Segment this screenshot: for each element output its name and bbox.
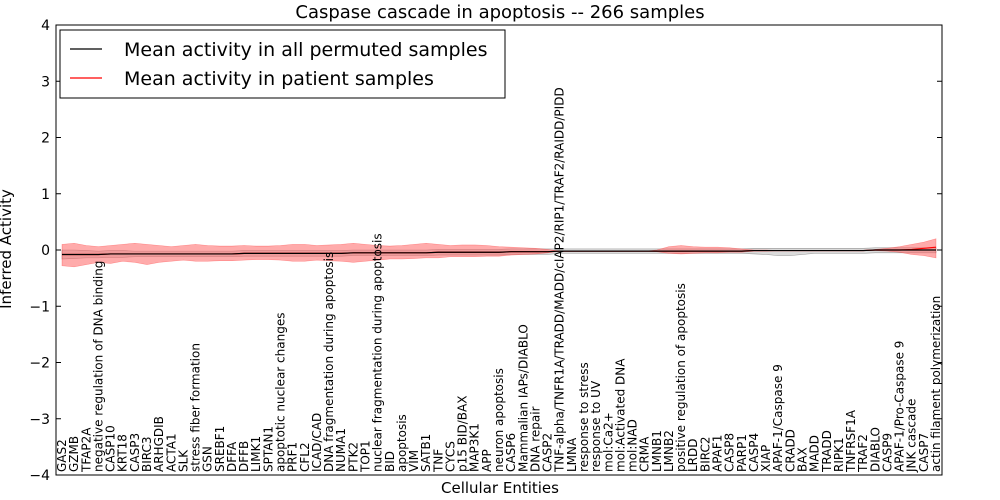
x-category-label: NUMA1 bbox=[334, 428, 348, 472]
y-tick-label: −1 bbox=[29, 299, 50, 315]
x-category-label: SATB1 bbox=[419, 434, 433, 472]
y-axis-title: Inferred Activity bbox=[0, 189, 15, 309]
x-category-label: ARHGDIB bbox=[152, 416, 166, 472]
x-category-label: CFL2 bbox=[298, 442, 312, 472]
x-category-label: TRADD bbox=[820, 430, 834, 473]
x-axis-title: Cellular Entities bbox=[441, 479, 559, 497]
x-category-label: response to UV bbox=[589, 380, 603, 472]
x-category-label: SLK bbox=[176, 449, 190, 472]
x-category-label: positive regulation of apoptosis bbox=[674, 283, 688, 472]
x-category-label: KRT18 bbox=[116, 434, 130, 472]
x-category-label: BIRC3 bbox=[140, 436, 154, 472]
x-category-label: LMNB2 bbox=[662, 430, 676, 472]
x-category-label: XIAP bbox=[759, 445, 773, 472]
x-category-label: APAF-1/Caspase 9 bbox=[771, 364, 785, 472]
y-tick-label: 2 bbox=[41, 131, 50, 147]
x-category-label: CASP8 bbox=[723, 433, 737, 472]
x-category-label: ICAD/CAD bbox=[310, 413, 324, 472]
x-category-label: CASP6 bbox=[504, 433, 518, 472]
y-tick-label: −2 bbox=[29, 356, 50, 372]
x-category-label: BAX bbox=[795, 447, 809, 472]
x-category-label: CYCS bbox=[443, 441, 457, 472]
x-category-label: APAF-1/Pro-Caspase 9 bbox=[893, 341, 907, 472]
x-category-label: APP bbox=[480, 449, 494, 472]
x-category-label: p15 BID/BAX bbox=[456, 396, 470, 472]
x-category-label: CASP4 bbox=[747, 433, 761, 472]
y-tick-label: 1 bbox=[41, 187, 50, 203]
y-tick-label: −3 bbox=[29, 412, 50, 428]
x-category-label: GZMB bbox=[67, 436, 81, 472]
chart-title: Caspase cascade in apoptosis -- 266 samp… bbox=[295, 2, 704, 23]
series-lines bbox=[62, 246, 937, 256]
x-category-label: TNF bbox=[431, 449, 445, 473]
y-tick-label: −4 bbox=[29, 468, 50, 484]
x-category-label: CRADD bbox=[783, 429, 797, 472]
x-category-label: SPTAN1 bbox=[261, 426, 275, 472]
x-category-label: CASP10 bbox=[104, 425, 118, 472]
x-category-label: neuron apoptosis bbox=[492, 368, 506, 472]
x-category-label: MAP3K1 bbox=[468, 423, 482, 472]
y-tick-label: 3 bbox=[41, 74, 50, 90]
x-category-label: DIABLO bbox=[868, 427, 882, 472]
x-category-label: apoptosis bbox=[395, 414, 409, 472]
legend-frame bbox=[59, 29, 506, 99]
x-category-label: MADD bbox=[808, 435, 822, 472]
x-category-label: LRDD bbox=[686, 438, 700, 472]
x-category-label: LMNA bbox=[565, 437, 579, 472]
legend-label-permuted: Mean activity in all permuted samples bbox=[124, 39, 487, 61]
x-category-label: DNA fragmentation during apoptosis bbox=[322, 252, 336, 472]
legend: Mean activity in all permuted samples Me… bbox=[59, 29, 506, 99]
x-category-label: nuclear fragmentation during apoptosis bbox=[371, 233, 385, 472]
x-category-label: mol:Activated DNA bbox=[613, 358, 627, 472]
x-category-label: apoptotic nuclear changes bbox=[274, 313, 288, 472]
plot-frame bbox=[55, 24, 943, 476]
x-category-label: BID bbox=[383, 451, 397, 472]
x-category-label: TRAF2 bbox=[856, 434, 870, 473]
y-tick-label: 0 bbox=[41, 243, 50, 259]
y-tick-label: 4 bbox=[41, 18, 50, 34]
x-category-label: TNFRSF1A bbox=[844, 409, 858, 473]
x-category-label: RIPK1 bbox=[832, 437, 846, 472]
x-category-label: CASP7 bbox=[917, 433, 931, 472]
x-category-label: PARP1 bbox=[735, 434, 749, 472]
x-category-label: ACTA1 bbox=[164, 433, 178, 472]
x-category-label: LMNB1 bbox=[650, 430, 664, 472]
x-category-label: actin filament polymerization bbox=[929, 296, 943, 472]
x-category-label: TOP1 bbox=[358, 440, 372, 473]
x-category-label: Mammalian IAPs/DIABLO bbox=[516, 324, 530, 472]
x-category-label: DNA repair bbox=[528, 406, 542, 472]
legend-label-patient: Mean activity in patient samples bbox=[124, 68, 434, 90]
x-category-label: negative regulation of DNA binding bbox=[91, 261, 105, 472]
x-category-label: CASP9 bbox=[880, 433, 894, 472]
x-category-label: mol:Ca2+ bbox=[601, 412, 615, 472]
x-category-label: CASP3 bbox=[128, 433, 142, 472]
x-category-label: PTK2 bbox=[346, 442, 360, 472]
permuted-samples-line bbox=[62, 249, 936, 256]
x-category-label: mol:NAD bbox=[626, 419, 640, 472]
x-category-label: SREBF1 bbox=[213, 426, 227, 472]
y-axis-ticks: −4 −3 −2 −1 0 1 2 3 4 bbox=[29, 18, 942, 484]
x-category-label: PRF1 bbox=[286, 442, 300, 472]
x-category-label: LIMK1 bbox=[249, 436, 263, 472]
x-category-label: BIRC2 bbox=[698, 436, 712, 472]
x-category-label: stress fiber formation bbox=[189, 343, 203, 472]
x-category-label: DFFB bbox=[237, 441, 251, 472]
x-category-label: GSN bbox=[201, 446, 215, 472]
x-category-label: TNF-alpha/TNFR1A/TRADD/MADD/cIAP2/RIP1/T… bbox=[553, 87, 567, 473]
x-category-label: DFFA bbox=[225, 441, 239, 472]
x-category-label: VIM bbox=[407, 450, 421, 472]
x-category-label: TFAP2A bbox=[79, 427, 93, 473]
x-category-label: CASP2 bbox=[541, 433, 555, 472]
x-category-label: APAF1 bbox=[711, 435, 725, 472]
x-category-label: response to stress bbox=[577, 362, 591, 472]
x-category-label: GAS2 bbox=[55, 439, 69, 472]
x-category-label: CRMA bbox=[638, 436, 652, 472]
x-category-label: JNK cascade bbox=[905, 399, 919, 473]
